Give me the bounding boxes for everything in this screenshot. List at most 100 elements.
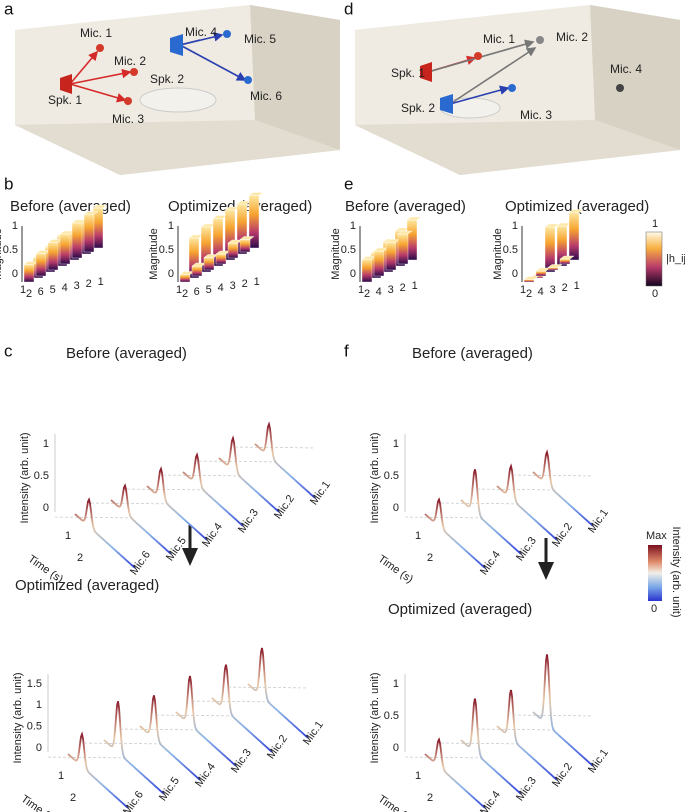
room-label: Mic. 1 [80,26,112,40]
panel-letter: a [4,0,14,18]
time-tick-label: 1 [415,530,421,542]
trace [496,689,558,781]
guide-line [54,516,136,519]
y-tick-label: 0 [393,502,399,514]
colorbar-label: |h_ij| [666,253,685,265]
depth-tick-label: 2 [26,288,32,300]
guide-line [155,714,237,717]
subplot-title: Before (averaged) [412,345,533,362]
axis-label: Magnitude [0,228,4,279]
axis-label: Intensity (arb. unit) [369,432,381,523]
guide-line [83,742,165,745]
y-tick-label: 1 [12,220,18,232]
y-tick-label: 0.5 [3,244,18,256]
bar-top [568,209,584,213]
time-tick-label: 2 [427,792,433,804]
subplot-title: Optimized (averaged) [388,601,532,618]
mic-label: Mic.4 [200,521,225,549]
depth-tick-label: 1 [20,284,26,296]
mic-label: Mic.1 [586,507,611,535]
room-label: Mic. 3 [520,108,552,122]
y-tick-label: 0.5 [503,244,518,256]
bar-top [406,216,422,221]
depth-tick-label: 4 [538,286,544,298]
subplot-title: Before (averaged) [345,198,466,215]
bar-top [239,236,255,240]
mic-label: Mic.2 [550,761,575,789]
bar [179,274,191,283]
time-tick-label: 1 [58,770,64,782]
room-label: Spk. 1 [48,93,82,107]
y-tick-label: 0 [36,742,42,754]
y-tick-label: 0 [512,268,518,280]
colorbar-label: 0 [652,288,658,300]
depth-tick-label: 3 [74,280,80,292]
mic-label: Mic.4 [478,789,503,812]
depth-tick-label: 3 [388,284,394,296]
panel-letter: e [344,174,353,193]
trace [139,695,201,781]
mic-label: Mic.1 [586,747,611,775]
time-tick-label: 2 [427,552,433,564]
y-tick-label: 0 [43,502,49,514]
bar-top [248,192,264,196]
room-label: Mic. 5 [244,32,276,46]
bar-top [83,211,99,215]
y-tick-label: 0 [168,268,174,280]
mic-label: Mic.3 [229,747,254,775]
colorbar-label: 0 [651,603,657,615]
guide-line [512,714,594,717]
bar [23,264,35,283]
guide-line [404,516,486,519]
guide-line [198,460,280,463]
y-tick-label: 0 [350,268,356,280]
bar [248,195,260,249]
depth-tick-label: 5 [206,284,212,296]
depth-tick-label: 2 [526,288,532,300]
depth-tick-label: 2 [86,278,92,290]
depth-tick-label: 4 [62,282,68,294]
guide-line [90,502,172,505]
colorbar [645,231,663,287]
guide-line [227,686,309,689]
colorbar [648,545,662,601]
y-tick-label: 1.5 [27,678,42,690]
room-a [15,5,340,175]
bar [361,259,373,283]
y-tick-label: 0 [12,268,18,280]
bar [397,233,409,265]
time-tick-label: 1 [415,770,421,782]
trace [175,675,237,767]
y-tick-label: 1 [168,220,174,232]
room-label: Spk. 2 [401,101,435,115]
bar [239,239,251,253]
panel-letter: f [344,341,349,360]
mic-label: Mic.1 [308,479,333,507]
bar [523,279,535,283]
trace [146,466,208,541]
depth-tick-label: 2 [364,288,370,300]
bar [215,253,227,265]
panel-letter: c [4,341,13,360]
trace [532,654,594,767]
trace [103,701,165,795]
bar-top [559,255,575,260]
bar [559,258,571,265]
mic-label: Mic.1 [301,719,326,747]
subplot-title: Before (averaged) [66,345,187,362]
y-tick-label: 0.5 [34,470,49,482]
room-label: Mic. 1 [483,32,515,46]
bar [547,267,559,271]
bar-top [397,230,413,235]
bar [203,257,215,271]
trace [460,469,522,555]
bar [373,250,385,277]
room-label: Mic. 4 [185,25,217,39]
trace [424,497,486,569]
depth-tick-label: 1 [254,276,260,288]
room-label: Mic. 2 [114,54,146,68]
guide-line [162,474,244,477]
y-tick-label: 0 [393,742,399,754]
arrow [182,548,198,566]
bar [191,265,203,277]
